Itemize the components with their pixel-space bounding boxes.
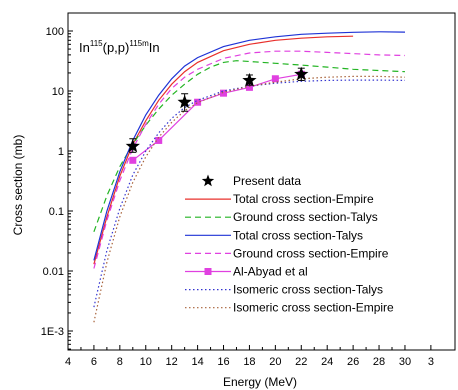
legend-label: Ground cross section-Talys [233, 210, 378, 224]
x-axis-title: Energy (MeV) [223, 375, 297, 389]
legend-item: Al-Abyad et al [185, 265, 308, 279]
y-tick-label: 0.01 [43, 266, 64, 278]
y-tick-label: 1E-3 [41, 326, 64, 338]
x-tick-label: 10 [140, 356, 152, 368]
x-tick-label: 22 [295, 356, 307, 368]
x-tick-label: 14 [191, 356, 203, 368]
data-point [177, 94, 192, 109]
legend-label: Isomeric cross section-Talys [233, 283, 383, 297]
reaction-label: In115(p,p)115mIn [79, 39, 160, 55]
x-tick-label: 16 [217, 356, 229, 368]
reaction-label-sup1: 115 [90, 39, 103, 48]
y-tick-label: 100 [46, 26, 64, 38]
series-line [93, 60, 406, 233]
legend-label: Total cross section-Empire [233, 192, 374, 206]
x-tick-label: 4 [65, 356, 71, 368]
legend-item: Total cross section-Talys [185, 228, 363, 242]
x-tick-label: 3 [428, 356, 434, 368]
legend-label: Total cross section-Talys [233, 228, 363, 242]
series-line [93, 35, 354, 265]
series-al-abyad-et-al [129, 70, 305, 164]
legend-item: Ground cross section-Empire [185, 246, 389, 260]
data-point [125, 138, 140, 153]
legend-item: Ground cross section-Talys [185, 210, 378, 224]
x-tick-label: 26 [347, 356, 359, 368]
x-tick-label: 8 [117, 356, 123, 368]
series-line [93, 31, 406, 261]
y-axis-title: Cross section (mb) [11, 135, 25, 236]
reaction-label-base: In [79, 40, 90, 55]
series-line [93, 50, 406, 269]
data-point [294, 66, 309, 81]
series-ground-cross-section-empire [93, 50, 406, 269]
series-ground-cross-section-talys [93, 60, 406, 233]
x-tick-label: 12 [166, 356, 178, 368]
x-tick-label: 30 [399, 356, 411, 368]
x-tick-label: 18 [243, 356, 255, 368]
legend-label: Present data [233, 174, 301, 188]
data-point [271, 75, 279, 83]
legend-label: Ground cross section-Empire [233, 246, 389, 260]
series-line [93, 75, 406, 323]
legend-item: Isomeric cross section-Empire [185, 301, 394, 315]
data-point [194, 98, 202, 106]
x-tick-label: 20 [269, 356, 281, 368]
y-tick-label: 10 [52, 86, 64, 98]
legend-item: Total cross section-Empire [185, 192, 374, 206]
data-point [129, 156, 137, 164]
data-point [220, 89, 228, 97]
x-tick-label: 24 [321, 356, 333, 368]
series-layer [93, 31, 406, 323]
x-axis: 4 6 8 10 12 14 16 18 20 22 24 26 28 30 3 [65, 345, 434, 368]
series-line [132, 73, 302, 161]
series-isomeric-cross-section-empire [93, 75, 406, 323]
data-point [242, 72, 257, 87]
legend-label: Al-Abyad et al [233, 265, 308, 279]
series-total-cross-section-talys [93, 31, 406, 261]
x-tick-label: 6 [91, 356, 97, 368]
legend-item: Isomeric cross section-Talys [185, 283, 383, 297]
legend-marker [204, 268, 212, 275]
series-total-cross-section-empire [93, 35, 354, 265]
y-tick-label: 0.1 [49, 206, 64, 218]
legend-item: Present data [201, 174, 301, 188]
reaction-label-end: In [149, 40, 160, 55]
y-axis: 1E-3 0.01 0.1 1 10 100 [41, 26, 73, 350]
reaction-label-sup2: 115m [129, 39, 149, 48]
plot-frame [67, 12, 456, 351]
x-tick-label: 28 [373, 356, 385, 368]
data-point [155, 136, 163, 144]
data-point [245, 83, 253, 91]
y-tick-label: 1 [58, 146, 64, 158]
legend-swatch [201, 174, 215, 187]
reaction-label-mid: (p,p) [103, 40, 130, 55]
legend-label: Isomeric cross section-Empire [233, 301, 394, 315]
legend: Present data Total cross section-Empire Gr… [185, 174, 394, 315]
series-present-data [125, 66, 309, 153]
